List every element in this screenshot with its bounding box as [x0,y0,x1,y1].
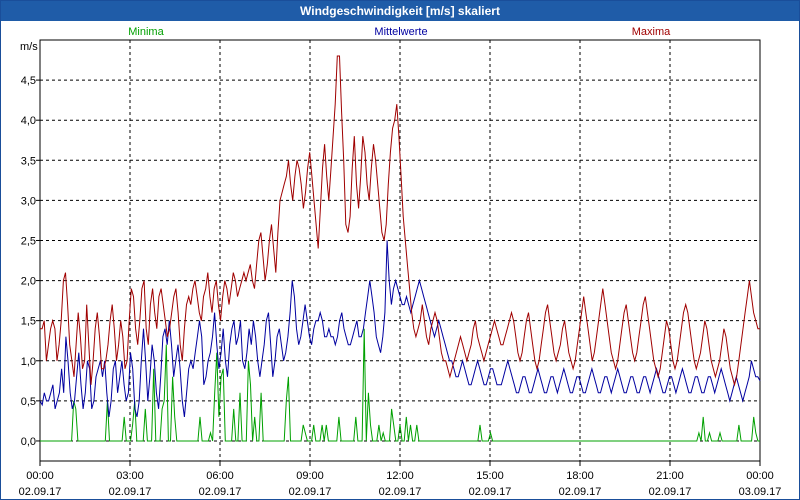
y-tick-label: 0,5 [21,396,36,408]
y-tick-label: 1,0 [21,356,36,368]
y-tick-label: 2,0 [21,276,36,288]
y-tick-label: 4,5 [21,75,36,87]
y-tick-label: 2,5 [21,235,36,247]
y-tick-label: 3,0 [21,195,36,207]
window-title: Windgeschwindigkeit [m/s] skaliert [1,1,799,21]
x-tick-time: 00:00 [746,470,774,482]
y-tick-label: 3,5 [21,155,36,167]
series-line-max [40,55,760,387]
grid-lines [40,40,760,461]
x-tick-date: 02.09.17 [379,486,422,498]
x-tick-time: 12:00 [386,470,414,482]
legend-mittelwerte: Mittelwerte [374,26,427,38]
x-tick-date: 02.09.17 [649,486,692,498]
x-tick-time: 21:00 [656,470,684,482]
y-axis: 0,0 0,5 1,0 1,5 2,0 2,5 3,0 3,5 4,0 4,5 [21,75,40,448]
x-tick-time: 00:00 [26,470,54,482]
x-axis: 00:00 02.09.17 03:00 02.09.17 06:00 02.09.17 0… [19,461,782,498]
x-tick-time: 09:00 [296,470,324,482]
x-tick-time: 18:00 [566,470,594,482]
y-tick-label: 0,0 [21,436,36,448]
x-tick-date: 03.09.17 [739,486,782,498]
x-tick-date: 02.09.17 [469,486,512,498]
legend-maxima: Maxima [632,26,671,38]
x-tick-date: 02.09.17 [19,486,62,498]
y-tick-label: 4,0 [21,115,36,127]
x-tick-date: 02.09.17 [559,486,602,498]
x-tick-date: 02.09.17 [289,486,332,498]
x-tick-date: 02.09.17 [199,486,242,498]
data-series [39,55,761,442]
y-tick-label: 1,5 [21,316,36,328]
legend-minima: Minima [128,26,164,38]
series-line-mean [39,240,761,418]
x-tick-time: 15:00 [476,470,504,482]
x-tick-time: 03:00 [116,470,144,482]
x-tick-date: 02.09.17 [109,486,152,498]
series-line-min [40,328,760,442]
y-axis-label: m/s [20,41,38,53]
x-tick-time: 06:00 [206,470,234,482]
